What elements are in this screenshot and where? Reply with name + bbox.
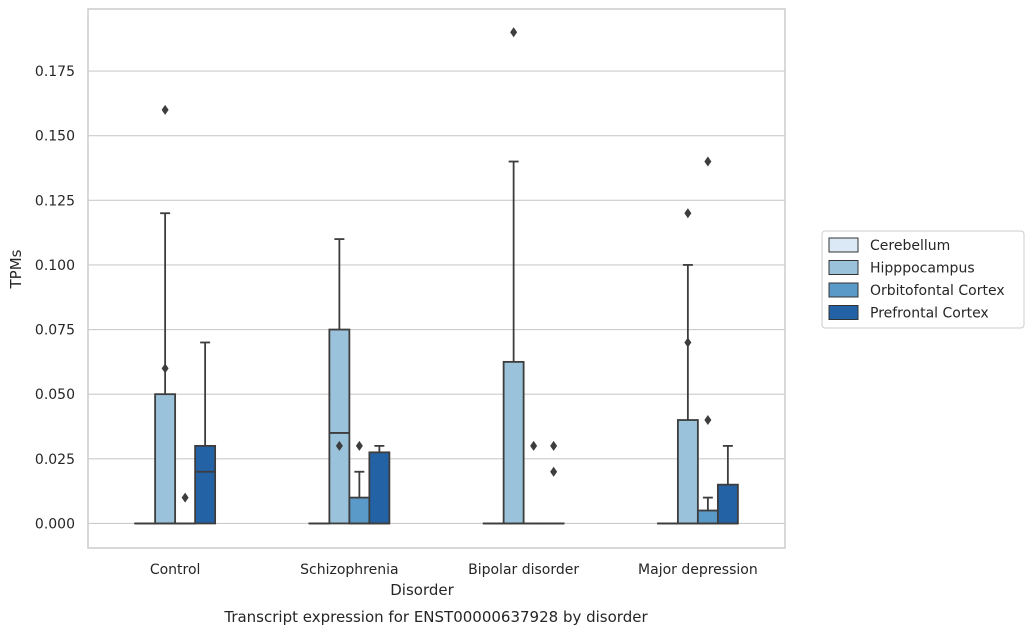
outlier-point bbox=[335, 440, 343, 451]
legend-swatch bbox=[828, 237, 859, 253]
box-1-3 bbox=[368, 444, 391, 525]
y-axis-title: TPMs bbox=[7, 249, 25, 289]
outlier-point bbox=[181, 492, 189, 503]
plot-frame bbox=[87, 8, 786, 549]
x-tick-label: Major depression bbox=[638, 562, 758, 578]
box-body bbox=[328, 328, 351, 525]
legend-swatch bbox=[828, 305, 859, 320]
box-2-3 bbox=[542, 440, 565, 525]
y-tick-label: 0.150 bbox=[35, 129, 75, 145]
outlier-point bbox=[704, 156, 712, 167]
x-tick-label: Bipolar disorder bbox=[468, 562, 579, 578]
legend-swatch bbox=[828, 282, 859, 298]
outlier-point bbox=[550, 440, 558, 451]
legend-label: Cerebellum bbox=[870, 238, 950, 254]
y-tick-label: 0.175 bbox=[35, 64, 75, 80]
legend-label: Hipppocampus bbox=[870, 261, 975, 277]
y-tick-label: 0.125 bbox=[35, 193, 75, 209]
chart-caption: Transcript expression for ENST0000063792… bbox=[223, 608, 648, 626]
box-0-3 bbox=[194, 341, 217, 525]
box-body bbox=[194, 444, 217, 525]
x-tick-label: Control bbox=[150, 562, 201, 578]
legend-label: Orbitofontal Cortex bbox=[870, 283, 1005, 299]
box-body bbox=[368, 451, 391, 525]
box-2-1 bbox=[502, 27, 525, 525]
outlier-point bbox=[704, 415, 712, 426]
outlier-point bbox=[530, 440, 538, 451]
box-body bbox=[696, 509, 719, 525]
box-1-2 bbox=[348, 440, 371, 525]
x-axis-title: Disorder bbox=[390, 581, 454, 599]
box-1-1 bbox=[328, 238, 351, 525]
outlier-point bbox=[161, 363, 169, 374]
box-body bbox=[676, 419, 699, 525]
outlier-point bbox=[161, 104, 169, 115]
box-0-1 bbox=[154, 104, 177, 525]
box-body bbox=[154, 393, 177, 525]
x-tick-label: Schizophrenia bbox=[300, 562, 398, 578]
legend-swatch bbox=[828, 260, 859, 275]
x-tick-labels: Control Schizophrenia Bipolar disorder Majo… bbox=[150, 562, 758, 578]
y-tick-label: 0.025 bbox=[35, 452, 75, 468]
box-3-1 bbox=[676, 208, 699, 525]
y-tick-label: 0.050 bbox=[35, 387, 75, 403]
y-tick-label: 0.000 bbox=[35, 516, 75, 532]
box-body bbox=[502, 360, 525, 525]
outlier-point bbox=[550, 466, 558, 477]
box-0-2 bbox=[174, 492, 197, 525]
outlier-point bbox=[684, 208, 692, 219]
box-3-2 bbox=[696, 156, 719, 525]
y-tick-label: 0.100 bbox=[35, 258, 75, 274]
box-3-3 bbox=[716, 444, 739, 525]
legend: Cerebellum Hipppocampus Orbitofontal Corte… bbox=[821, 230, 1025, 329]
box-body bbox=[716, 483, 739, 525]
outlier-point bbox=[684, 337, 692, 348]
legend-frame bbox=[821, 230, 1025, 329]
box-plots bbox=[134, 27, 739, 525]
y-tick-labels: 0.000 0.025 0.050 0.075 0.100 0.125 0.150 0.175 bbox=[35, 64, 75, 532]
box-body bbox=[348, 496, 371, 525]
outlier-point bbox=[355, 440, 363, 451]
outlier-point bbox=[510, 27, 518, 38]
box-2-2 bbox=[522, 440, 545, 525]
legend-label: Prefrontal Cortex bbox=[870, 306, 989, 322]
y-tick-label: 0.075 bbox=[35, 323, 75, 339]
